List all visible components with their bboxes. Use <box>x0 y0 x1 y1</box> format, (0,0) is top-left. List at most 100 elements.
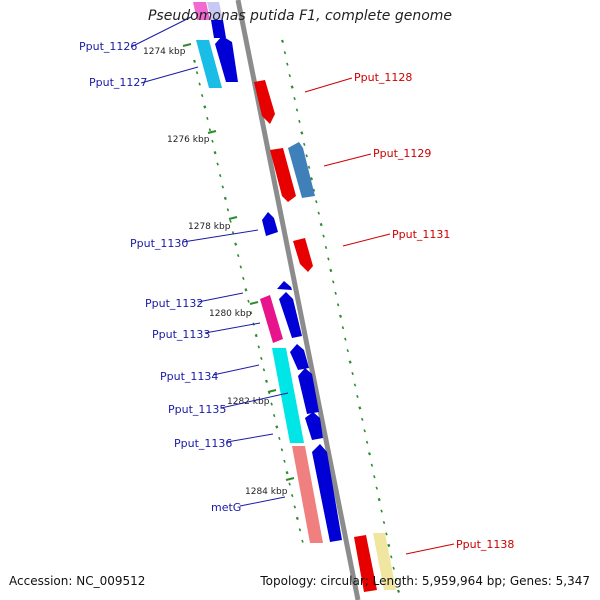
gene-pput-1129-b[interactable] <box>288 142 315 198</box>
tick-dot <box>370 463 374 467</box>
gene-label-pput-1127[interactable]: Pput_1127 <box>89 76 147 89</box>
tick-dot <box>206 116 209 120</box>
gene-label-pput-1134[interactable]: Pput_1134 <box>160 370 218 383</box>
tick-dot <box>373 475 376 479</box>
tick-dot <box>192 59 197 63</box>
gene-label-pput-1126[interactable]: Pput_1126 <box>79 40 137 53</box>
tick-dot <box>303 142 306 146</box>
right-gene-labels: Pput_1128 Pput_1129 Pput_1131 Pput_1138 <box>304 71 514 555</box>
tick-dot <box>295 516 299 521</box>
tick-dot <box>351 371 354 376</box>
tick-dot <box>385 532 388 536</box>
gene-pput-1129[interactable] <box>270 148 296 202</box>
tick-dot <box>307 165 311 169</box>
tick-dot <box>264 379 269 383</box>
gene-pput-1133[interactable] <box>260 295 283 343</box>
tick-dot <box>278 436 281 440</box>
tick-dot <box>315 200 318 204</box>
tick-dot <box>329 268 333 273</box>
tick-dot <box>288 482 291 486</box>
gene-metg-strand[interactable] <box>312 444 342 542</box>
kbp-label: 1280 kbp <box>209 309 252 319</box>
gene-label-pput-1136[interactable]: Pput_1136 <box>174 437 232 450</box>
gene-label-pput-1132[interactable]: Pput_1132 <box>145 297 203 310</box>
gene-pput-1135[interactable] <box>298 368 319 414</box>
gene-label-pput-1133[interactable]: Pput_1133 <box>152 328 210 341</box>
gene-label-pput-1131[interactable]: Pput_1131 <box>392 228 450 241</box>
gene-label-metg[interactable]: metG <box>211 501 241 514</box>
tick-dot <box>346 349 349 353</box>
gene-pput-1127[interactable] <box>196 40 222 88</box>
gene-label-pput-1135[interactable]: Pput_1135 <box>168 403 226 416</box>
tick-dot <box>332 280 335 284</box>
tick-dot <box>285 471 289 475</box>
gene-pput-1136[interactable] <box>305 412 323 440</box>
tick-dot <box>353 383 357 387</box>
tick-dot <box>272 413 276 418</box>
gene-pput-1138-b[interactable] <box>373 533 396 590</box>
tick-dot <box>211 139 214 143</box>
gene-pput-1131[interactable] <box>293 238 313 272</box>
tick-dot <box>295 108 299 112</box>
tick-dot <box>288 74 291 78</box>
tick-dot <box>382 520 386 525</box>
tick-dot <box>305 154 308 158</box>
accession-text: Accession: NC_009512 <box>9 574 146 588</box>
tick-dot <box>367 452 372 456</box>
gene-pput-1138[interactable] <box>354 535 377 592</box>
tick-dot <box>309 177 314 181</box>
tick-dot <box>247 299 250 303</box>
tick-dot <box>260 356 263 360</box>
gene-pput-1134-strand[interactable] <box>290 344 309 370</box>
gene-pput-1130[interactable] <box>262 212 278 236</box>
tick-dot <box>242 276 245 280</box>
tick-dot <box>365 440 369 444</box>
genome-summary: Topology: circular; Length: 5,959,964 bp… <box>260 574 590 588</box>
tick-dot <box>301 539 304 543</box>
gene-metg[interactable] <box>292 446 323 543</box>
tick-dot <box>275 425 279 429</box>
tick-dot <box>280 448 284 452</box>
gene-label-pput-1130[interactable]: Pput_1130 <box>130 237 188 250</box>
gene-pput-1133-strand[interactable] <box>279 292 302 338</box>
tick-dot <box>298 528 302 532</box>
tick-dot <box>394 578 398 582</box>
tick-track-right <box>280 39 401 593</box>
kbp-label: 1274 kbp <box>143 47 186 57</box>
tick-dot <box>327 257 330 261</box>
tick-dot <box>216 162 219 166</box>
tick-dot <box>262 368 266 372</box>
tick-dot <box>312 188 316 192</box>
tick-dot <box>270 402 273 406</box>
tick-dot <box>223 196 227 201</box>
tick-dot <box>344 337 347 341</box>
kbp-label: 1276 kbp <box>167 135 210 145</box>
tick-dot <box>317 211 320 215</box>
tick-dot <box>300 131 304 135</box>
tick-dot <box>375 486 378 490</box>
gene-pput-1127-strand[interactable] <box>215 36 238 82</box>
tick-dot <box>244 288 248 292</box>
tick-dot <box>221 185 225 189</box>
gene-label-pput-1138[interactable]: Pput_1138 <box>456 538 514 551</box>
tick-dot <box>293 505 297 509</box>
tick-dot <box>358 406 362 410</box>
tick-dot <box>213 151 217 155</box>
tick-dot <box>254 333 258 338</box>
gene-pput-1128[interactable] <box>254 80 275 124</box>
tick-dot <box>239 265 243 269</box>
tick-dot <box>298 119 301 124</box>
tick-dot <box>218 173 222 178</box>
tick-dot <box>200 93 204 98</box>
kbp-label: 1278 kbp <box>188 222 231 232</box>
tick-dot <box>387 543 391 548</box>
gene-label-pput-1128[interactable]: Pput_1128 <box>354 71 412 84</box>
gene-pput-1132[interactable] <box>277 281 292 290</box>
gene-pput-1134[interactable] <box>272 348 304 443</box>
gene-pput-1126[interactable] <box>193 2 210 20</box>
gene-label-pput-1129[interactable]: Pput_1129 <box>373 147 431 160</box>
tick-dot <box>283 51 287 55</box>
gene-pput-1126-strand[interactable] <box>211 20 226 38</box>
gene-pput-1126-faded[interactable] <box>207 2 223 20</box>
tick-dot <box>198 82 201 86</box>
